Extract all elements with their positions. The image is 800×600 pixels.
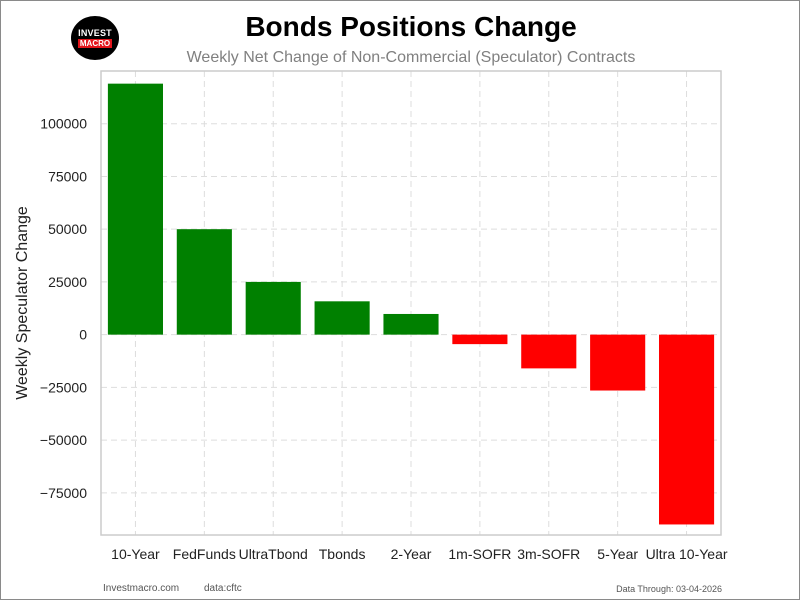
y-tick-label: 100000 xyxy=(40,116,87,132)
x-tick-label: 3m-SOFR xyxy=(517,546,580,562)
x-tick-label: 1m-SOFR xyxy=(448,546,511,562)
x-tick-label: Ultra 10-Year xyxy=(646,546,728,562)
x-tick-label: 10-Year xyxy=(111,546,160,562)
y-tick-label: 0 xyxy=(79,327,87,343)
y-tick-label: −50000 xyxy=(40,432,87,448)
footer-source: data:cftc xyxy=(204,583,242,594)
y-tick-label: −75000 xyxy=(40,485,87,501)
bar-ultra-10-year xyxy=(659,335,714,525)
x-tick-label: 5-Year xyxy=(597,546,638,562)
x-tick-label: Tbonds xyxy=(319,546,366,562)
bar-10-year xyxy=(108,84,163,335)
bar-1m-sofr xyxy=(452,335,507,344)
y-tick-label: 50000 xyxy=(48,221,87,237)
bar-fedfunds xyxy=(177,229,232,334)
y-tick-label: −25000 xyxy=(40,379,87,395)
bar-5-year xyxy=(590,335,645,391)
y-tick-label: 75000 xyxy=(48,168,87,184)
footer-data-through: Data Through: 03-04-2026 xyxy=(616,584,722,594)
y-axis-label: Weekly Speculator Change xyxy=(14,206,31,400)
footer-site: Investmacro.com xyxy=(103,583,179,594)
x-tick-label: FedFunds xyxy=(173,546,236,562)
bar-tbonds xyxy=(315,301,370,334)
y-tick-label: 25000 xyxy=(48,274,87,290)
x-tick-label: 2-Year xyxy=(391,546,432,562)
x-tick-label: UltraTbond xyxy=(239,546,308,562)
bar-3m-sofr xyxy=(521,335,576,369)
bar-2-year xyxy=(383,314,438,335)
bar-ultratbond xyxy=(246,282,301,335)
